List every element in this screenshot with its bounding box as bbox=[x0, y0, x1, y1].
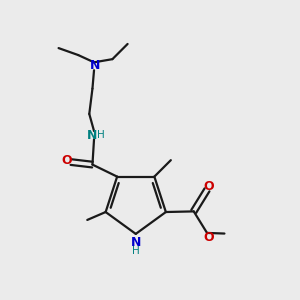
Text: H: H bbox=[97, 130, 105, 140]
Text: H: H bbox=[132, 246, 140, 256]
Text: O: O bbox=[203, 231, 214, 244]
Text: O: O bbox=[61, 154, 72, 167]
Text: O: O bbox=[204, 180, 214, 193]
Text: N: N bbox=[130, 236, 141, 249]
Text: N: N bbox=[87, 129, 97, 142]
Text: N: N bbox=[90, 59, 101, 72]
